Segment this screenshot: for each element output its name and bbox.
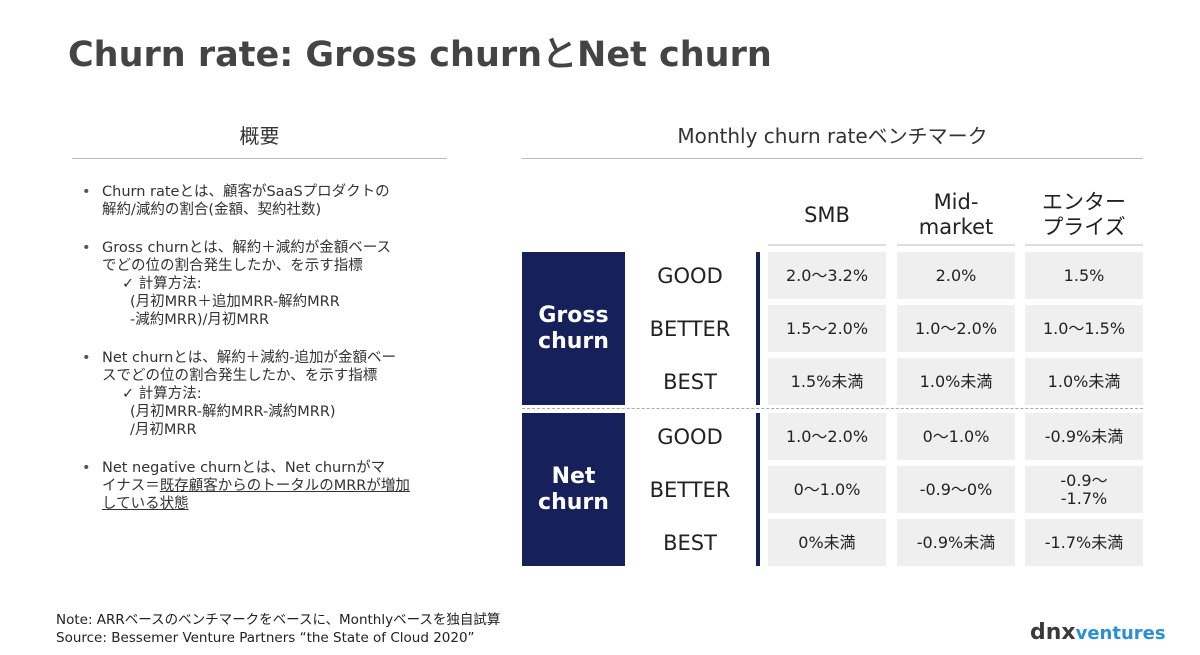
column-header-text: エンター — [1042, 190, 1126, 214]
value-cell: -0.9%未満 — [1025, 413, 1143, 460]
column-header-text: Mid- — [933, 190, 979, 214]
underlined-text: 既存顧客からのトータルのMRRが増加 — [159, 478, 410, 494]
value-cell: 1.0〜1.5% — [1025, 305, 1143, 352]
group-label-text: Net — [551, 463, 596, 489]
title: Churn rate: Gross churnとNet churn — [68, 35, 772, 75]
group-label-text: churn — [538, 489, 609, 515]
value-cell: 2.0〜3.2% — [768, 252, 886, 299]
bullet-text: 解約/減約の割合(金額、契約社数) — [102, 202, 322, 218]
value-cell: 0〜1.0% — [897, 413, 1015, 460]
column-header-text: market — [918, 215, 994, 239]
bullet: Net negative churnとは、Net churnがマイナス＝既存顧客… — [80, 459, 460, 513]
column-header: エンター プライズ — [1025, 186, 1143, 246]
value-cell: 1.5〜2.0% — [768, 305, 886, 352]
logo: dnxventures — [1030, 620, 1166, 645]
logo-brand: dnx — [1030, 620, 1076, 645]
column-header-text-group: SMB — [804, 203, 850, 228]
logo-suffix: ventures — [1075, 623, 1166, 644]
sub-text: (月初MRR-解約MRR-減約MRR) — [130, 404, 336, 420]
row-label: BETTER — [649, 316, 731, 341]
rule — [522, 158, 1143, 159]
bullet-text: スでどの位の割合発生したか、を示す指標 — [102, 368, 378, 384]
value-cell: 2.0% — [897, 252, 1015, 299]
value-cell: 1.0%未満 — [1025, 358, 1143, 405]
sub-text: -減約MRR)/月初MRR — [130, 312, 270, 328]
sub-list: ✓ 計算方法: (月初MRR＋追加MRR-解約MRR -減約MRR)/月初MRR — [102, 275, 460, 329]
accent-bar — [756, 252, 760, 405]
rule — [72, 158, 447, 159]
value-text: -1.7% — [1060, 488, 1108, 508]
value-cell: -0.9%未満 — [897, 519, 1015, 566]
value-text: -0.9〜 — [1060, 470, 1108, 490]
bullet: Net churnとは、解約＋減約-追加が金額ベースでどの位の割合発生したか、を… — [80, 349, 460, 439]
sub-text: ✓ 計算方法: — [122, 386, 202, 402]
value-cell: 1.5% — [1025, 252, 1143, 299]
group-label-text: Gross — [538, 302, 609, 328]
value-cell: -1.7%未満 — [1025, 519, 1143, 566]
column-header-text: プライズ — [1042, 215, 1126, 239]
underlined-text: している状態 — [102, 496, 189, 512]
column-header-text-group: Mid-market — [919, 190, 994, 240]
group-label-text: churn — [538, 328, 609, 354]
sub-text: (月初MRR＋追加MRR-解約MRR — [130, 294, 340, 310]
row-label: GOOD — [657, 424, 723, 449]
group-label-text-group: Net churn — [538, 464, 609, 516]
value-text-group: -0.9〜 -1.7% — [1060, 470, 1108, 508]
value-cell: 1.0〜2.0% — [768, 413, 886, 460]
bullet-text: Gross churnとは、解約＋減約が金額ベース — [102, 240, 391, 256]
bullet-text: でどの位の割合発生したか、を示す指標 — [102, 258, 363, 274]
row-label: GOOD — [657, 263, 723, 288]
benchmark-heading: Monthly churn rateベンチマーク — [677, 124, 988, 148]
group-label: Gross churn — [522, 252, 625, 405]
accent-bar — [756, 413, 760, 566]
value-cell: 1.5%未満 — [768, 358, 886, 405]
bullet-text: Net negative churnとは、Net churnがマ — [102, 460, 386, 476]
footer: Note: ARRベースのベンチマークをベースに、Monthlyベースを独自試算… — [56, 611, 500, 647]
row-label: BEST — [663, 369, 717, 394]
sub-list: ✓ 計算方法: (月初MRR-解約MRR-減約MRR) /月初MRR — [102, 385, 460, 439]
group-label: Net churn — [522, 413, 625, 566]
bullet-text: Net churnとは、解約＋減約-追加が金額ベー — [102, 350, 397, 366]
row-label: BEST — [663, 530, 717, 555]
row-label: BETTER — [649, 477, 731, 502]
bullet-text: Churn rateとは、顧客がSaaSプロダクトの — [102, 184, 390, 200]
note: Note: ARRベースのベンチマークをベースに、Monthlyベースを独自試算 — [56, 612, 501, 628]
sub-text: ✓ 計算方法: — [122, 276, 202, 292]
sub-text: /月初MRR — [130, 422, 197, 438]
value-cell: 0%未満 — [768, 519, 886, 566]
value-cell: -0.9〜0% — [897, 466, 1015, 513]
value-cell: 0〜1.0% — [768, 466, 886, 513]
column-header-text: SMB — [804, 202, 850, 227]
column-header-text-group: エンター プライズ — [1042, 190, 1126, 240]
value-cell: -0.9〜 -1.7% — [1025, 466, 1143, 513]
bullet: Gross churnとは、解約＋減約が金額ベースでどの位の割合発生したか、を示… — [80, 239, 460, 329]
column-header: Mid-market — [897, 186, 1015, 246]
bullet: Churn rateとは、顧客がSaaSプロダクトの解約/減約の割合(金額、契約… — [80, 183, 460, 219]
source: Source: Bessemer Venture Partners “the S… — [56, 630, 475, 646]
value-cell: 1.0〜2.0% — [897, 305, 1015, 352]
column-header: SMB — [768, 186, 886, 246]
separator — [522, 408, 1143, 409]
value-cell: 1.0%未満 — [897, 358, 1015, 405]
overview-heading: 概要 — [239, 124, 280, 148]
bullet-text: イナス＝ — [102, 478, 160, 494]
bullet-list: Churn rateとは、顧客がSaaSプロダクトの解約/減約の割合(金額、契約… — [80, 183, 460, 533]
group-label-text-group: Gross churn — [538, 303, 609, 355]
